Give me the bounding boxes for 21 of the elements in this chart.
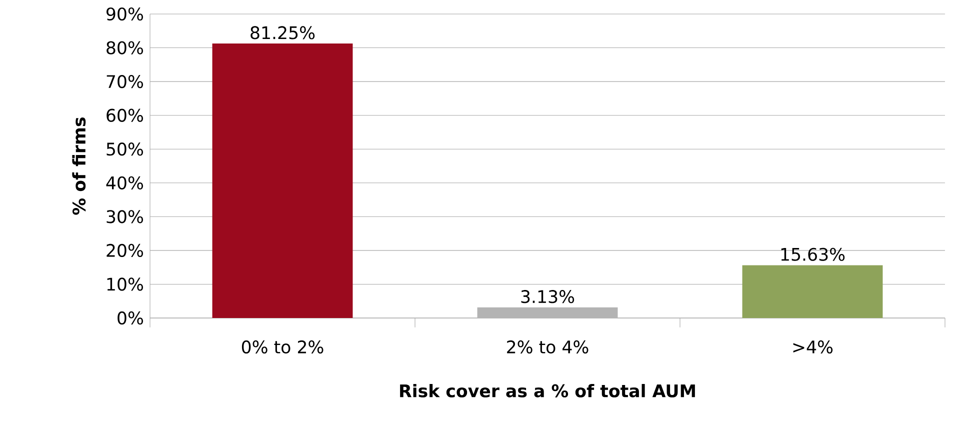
y-tick-label: 20% — [106, 244, 143, 257]
y-tick-label: 10% — [107, 278, 143, 291]
x-tick-label: 2% to 4% — [507, 340, 588, 354]
y-tick-label: 80% — [106, 41, 143, 54]
y-tick-label: 30% — [106, 210, 143, 224]
y-axis-title: % of firms — [72, 118, 86, 215]
data-label: 3.13% — [521, 290, 574, 304]
bar — [212, 44, 353, 318]
y-tick-label: 40% — [106, 176, 143, 190]
bar — [742, 265, 883, 318]
x-axis-title: Risk cover as a % of total AUM — [400, 384, 695, 398]
data-label: 15.63% — [781, 248, 845, 261]
x-tick-label: >4% — [793, 340, 833, 354]
x-tick-label: 0% to 2% — [242, 340, 324, 354]
y-tick-label: 60% — [106, 108, 143, 122]
y-tick-label: 50% — [106, 142, 143, 156]
bar — [477, 307, 618, 318]
y-tick-label: 0% — [118, 311, 144, 325]
y-tick-label: 90% — [106, 7, 143, 21]
data-label: 81.25% — [250, 26, 315, 40]
y-tick-label: 70% — [106, 75, 143, 88]
